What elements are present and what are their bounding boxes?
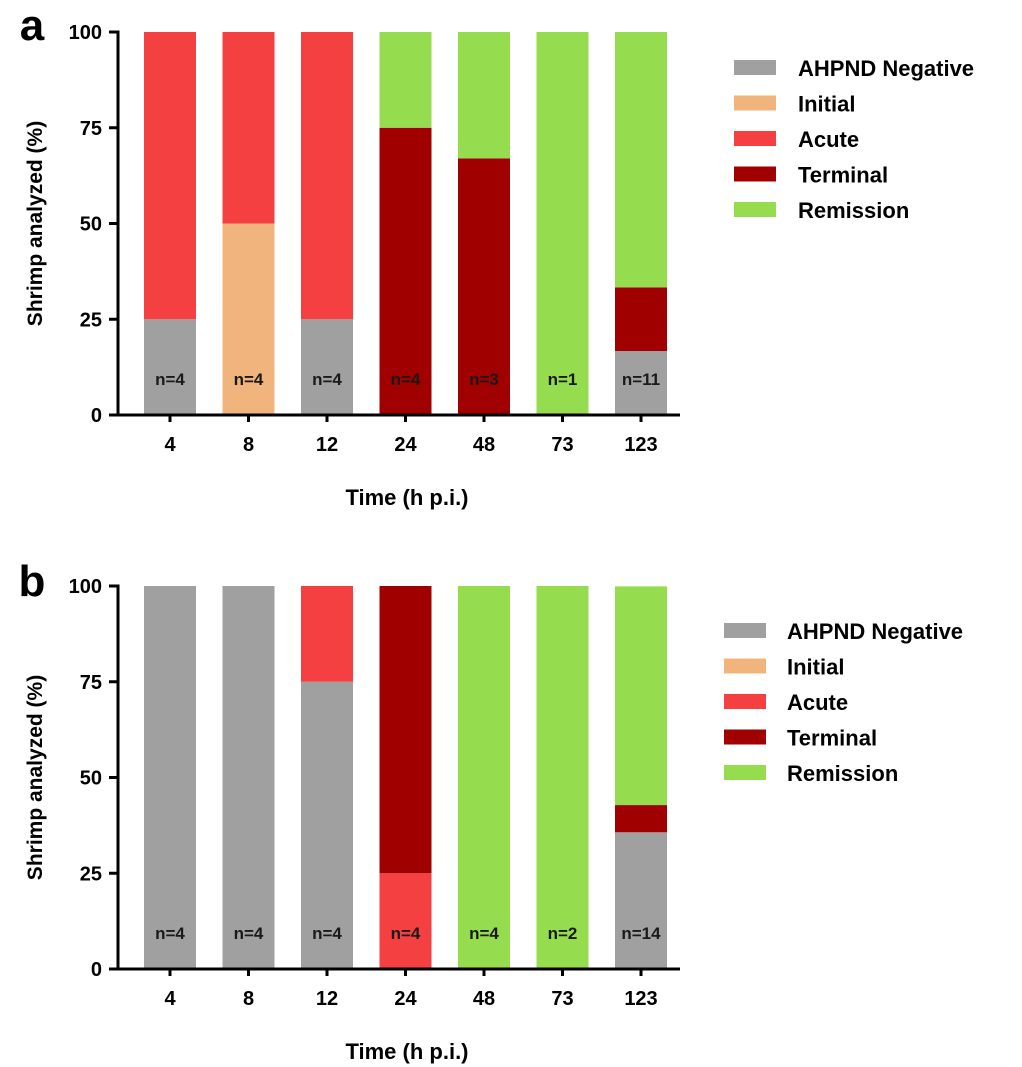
legend-swatch-initial	[724, 658, 766, 674]
bar-segment-ahpnd-negative-123	[615, 832, 667, 969]
panel-label-a: a	[20, 1, 45, 50]
x-tick-label-8: 8	[243, 988, 254, 1010]
bar-segment-acute-24	[379, 873, 432, 969]
legend-swatch-terminal	[724, 729, 766, 745]
bar-segment-acute-12	[301, 32, 353, 320]
y-tick-label-75: 75	[80, 118, 102, 140]
legend: AHPND Negative Initial Acute Terminal Remiss…	[734, 56, 974, 223]
bar-segment-remission-73	[536, 32, 589, 415]
chart-panel-b: b n=4 4 n=4 8 n=4 12 n=4 24 n=4 48 n=2 73 n=14 123 0 25 5…	[19, 557, 963, 1064]
bar-segment-ahpnd-negative-12	[301, 681, 353, 969]
bar-annotation-4: n=4	[155, 924, 185, 943]
bar-annotation-12: n=4	[312, 924, 342, 943]
bar-annotation-123: n=11	[622, 370, 660, 389]
y-axis-title: Shrimp analyzed (%)	[24, 675, 47, 880]
y-tick-label-0: 0	[91, 405, 102, 427]
x-axis-title: Time (h p.i.)	[345, 485, 468, 510]
legend-label-acute: Acute	[787, 690, 848, 715]
bar-segment-acute-12	[301, 586, 353, 682]
bar-segment-ahpnd-negative-123	[615, 351, 667, 415]
bar-segment-ahpnd-negative-12	[301, 319, 353, 415]
legend-label-remission: Remission	[798, 198, 909, 223]
legend-swatch-ahpnd-negative	[724, 623, 766, 638]
bar-annotation-24: n=4	[391, 370, 421, 389]
y-tick-label-50: 50	[80, 214, 102, 236]
legend-swatch-terminal	[734, 166, 776, 182]
bar-segment-initial-8	[222, 223, 275, 415]
x-tick-label-48: 48	[473, 434, 495, 456]
bar-segment-remission-123	[615, 586, 667, 806]
bar-segment-remission-123	[615, 32, 667, 288]
y-tick-label-75: 75	[80, 672, 102, 694]
panel-label-b: b	[19, 557, 46, 606]
bar-annotation-123: n=14	[621, 924, 661, 943]
legend-label-initial: Initial	[798, 92, 855, 117]
x-tick-label-24: 24	[394, 988, 417, 1010]
x-tick-label-123: 123	[624, 434, 657, 456]
bar-annotation-48: n=3	[469, 370, 499, 389]
bar-segment-acute-8	[222, 32, 275, 224]
chart-panel-a: a n=4 4 n=4 8 n=4 12 n=4 24 n=3 48 n=1 73 n=11 123 0 25 5…	[20, 1, 974, 510]
bar-annotation-8: n=4	[234, 924, 264, 943]
legend-label-terminal: Terminal	[787, 726, 877, 751]
y-axis-title: Shrimp analyzed (%)	[24, 121, 47, 326]
x-tick-label-8: 8	[243, 434, 254, 456]
bar-segment-terminal-123	[615, 805, 667, 833]
legend-label-initial: Initial	[787, 655, 844, 680]
bar-annotation-73: n=1	[548, 370, 578, 389]
bar-annotation-73: n=2	[548, 924, 578, 943]
x-tick-label-73: 73	[551, 988, 573, 1010]
x-axis-title: Time (h p.i.)	[345, 1039, 468, 1064]
bar-segment-terminal-24	[379, 586, 432, 874]
x-tick-label-4: 4	[164, 434, 176, 456]
bar-segment-ahpnd-negative-4	[144, 319, 196, 415]
bar-segment-acute-4	[144, 32, 196, 320]
bar-annotation-8: n=4	[234, 370, 264, 389]
legend: AHPND Negative Initial Acute Terminal Remiss…	[724, 619, 963, 786]
y-tick-label-100: 100	[69, 22, 102, 44]
legend-label-ahpnd-negative: AHPND Negative	[787, 619, 963, 644]
x-tick-label-4: 4	[164, 988, 176, 1010]
x-tick-label-12: 12	[316, 988, 338, 1010]
legend-swatch-acute	[734, 131, 776, 146]
bar-segment-ahpnd-negative-8	[222, 586, 275, 969]
bar-segment-ahpnd-negative-4	[144, 586, 196, 969]
bar-annotation-48: n=4	[469, 924, 499, 943]
legend-swatch-acute	[724, 694, 766, 709]
bar-annotation-24: n=4	[391, 924, 421, 943]
bar-annotation-12: n=4	[312, 370, 342, 389]
x-tick-label-24: 24	[394, 434, 417, 456]
legend-label-ahpnd-negative: AHPND Negative	[798, 56, 974, 81]
legend-label-acute: Acute	[798, 127, 859, 152]
x-tick-label-48: 48	[473, 988, 495, 1010]
legend-label-remission: Remission	[787, 761, 898, 786]
bar-segment-terminal-48	[458, 158, 510, 415]
legend-label-terminal: Terminal	[798, 163, 888, 188]
y-tick-label-100: 100	[69, 576, 102, 598]
bar-segment-remission-24	[379, 32, 432, 128]
bar-segment-terminal-24	[379, 127, 432, 415]
x-tick-label-12: 12	[316, 434, 338, 456]
legend-swatch-ahpnd-negative	[734, 60, 776, 75]
bar-annotation-4: n=4	[155, 370, 185, 389]
legend-swatch-initial	[734, 95, 776, 111]
bar-segment-remission-48	[458, 586, 510, 969]
legend-swatch-remission	[724, 765, 766, 780]
bar-segment-remission-73	[536, 586, 589, 969]
y-tick-label-0: 0	[91, 959, 102, 981]
x-tick-label-123: 123	[624, 988, 657, 1010]
x-tick-label-73: 73	[551, 434, 573, 456]
bar-segment-remission-48	[458, 32, 510, 159]
y-tick-label-25: 25	[80, 863, 102, 885]
y-tick-label-25: 25	[80, 309, 102, 331]
legend-swatch-remission	[734, 202, 776, 217]
y-tick-label-50: 50	[80, 768, 102, 790]
bar-segment-terminal-123	[615, 287, 667, 352]
